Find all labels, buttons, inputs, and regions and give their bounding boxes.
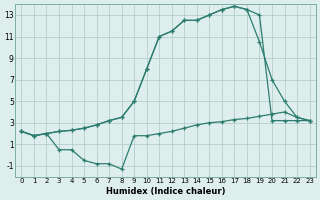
X-axis label: Humidex (Indice chaleur): Humidex (Indice chaleur) bbox=[106, 187, 225, 196]
